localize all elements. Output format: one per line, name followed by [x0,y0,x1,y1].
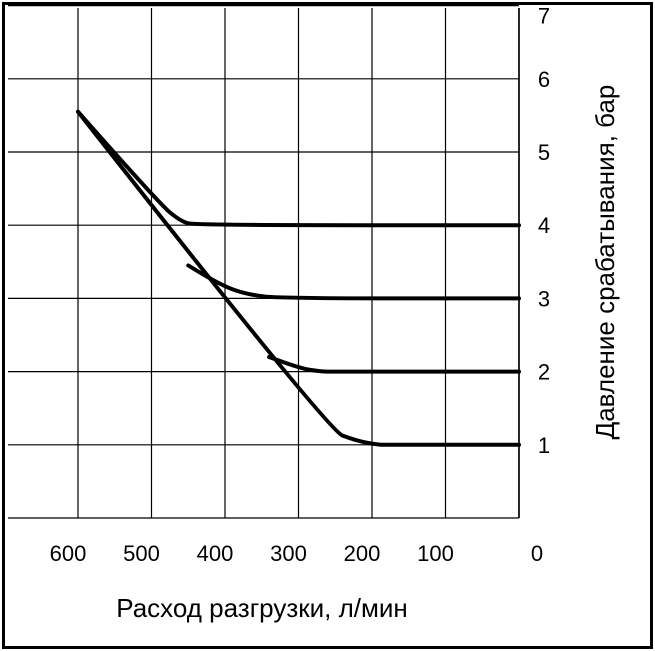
series-line-2 [186,263,521,301]
y-tick-label: 6 [538,67,550,92]
y-tick-labels: 1 2 3 4 5 6 7 [538,4,550,458]
y-tick-label: 4 [538,213,550,238]
x-tick-label: 500 [123,541,160,566]
y-tick-label: 5 [538,140,550,165]
grid [8,4,520,519]
x-tick-label: 100 [417,541,454,566]
x-tick-labels: 600 500 400 300 200 100 0 [50,541,543,566]
x-tick-label: 300 [270,541,307,566]
x-tick-label: 600 [50,541,87,566]
x-tick-label: 400 [197,541,234,566]
y-tick-label: 3 [538,286,550,311]
series-lines [76,109,521,447]
y-tick-label: 7 [538,4,550,29]
series-line-3 [267,354,521,374]
x-axis-label: Расход разгрузки, л/мин [116,593,408,623]
x-tick-label: 200 [344,541,381,566]
x-tick-label: 0 [531,541,543,566]
y-tick-label: 1 [538,433,550,458]
series-line-1 [76,109,521,228]
series-line-4 [76,109,521,447]
y-axis-label: Давление срабатывания, бар [590,85,620,440]
y-tick-label: 2 [538,360,550,385]
